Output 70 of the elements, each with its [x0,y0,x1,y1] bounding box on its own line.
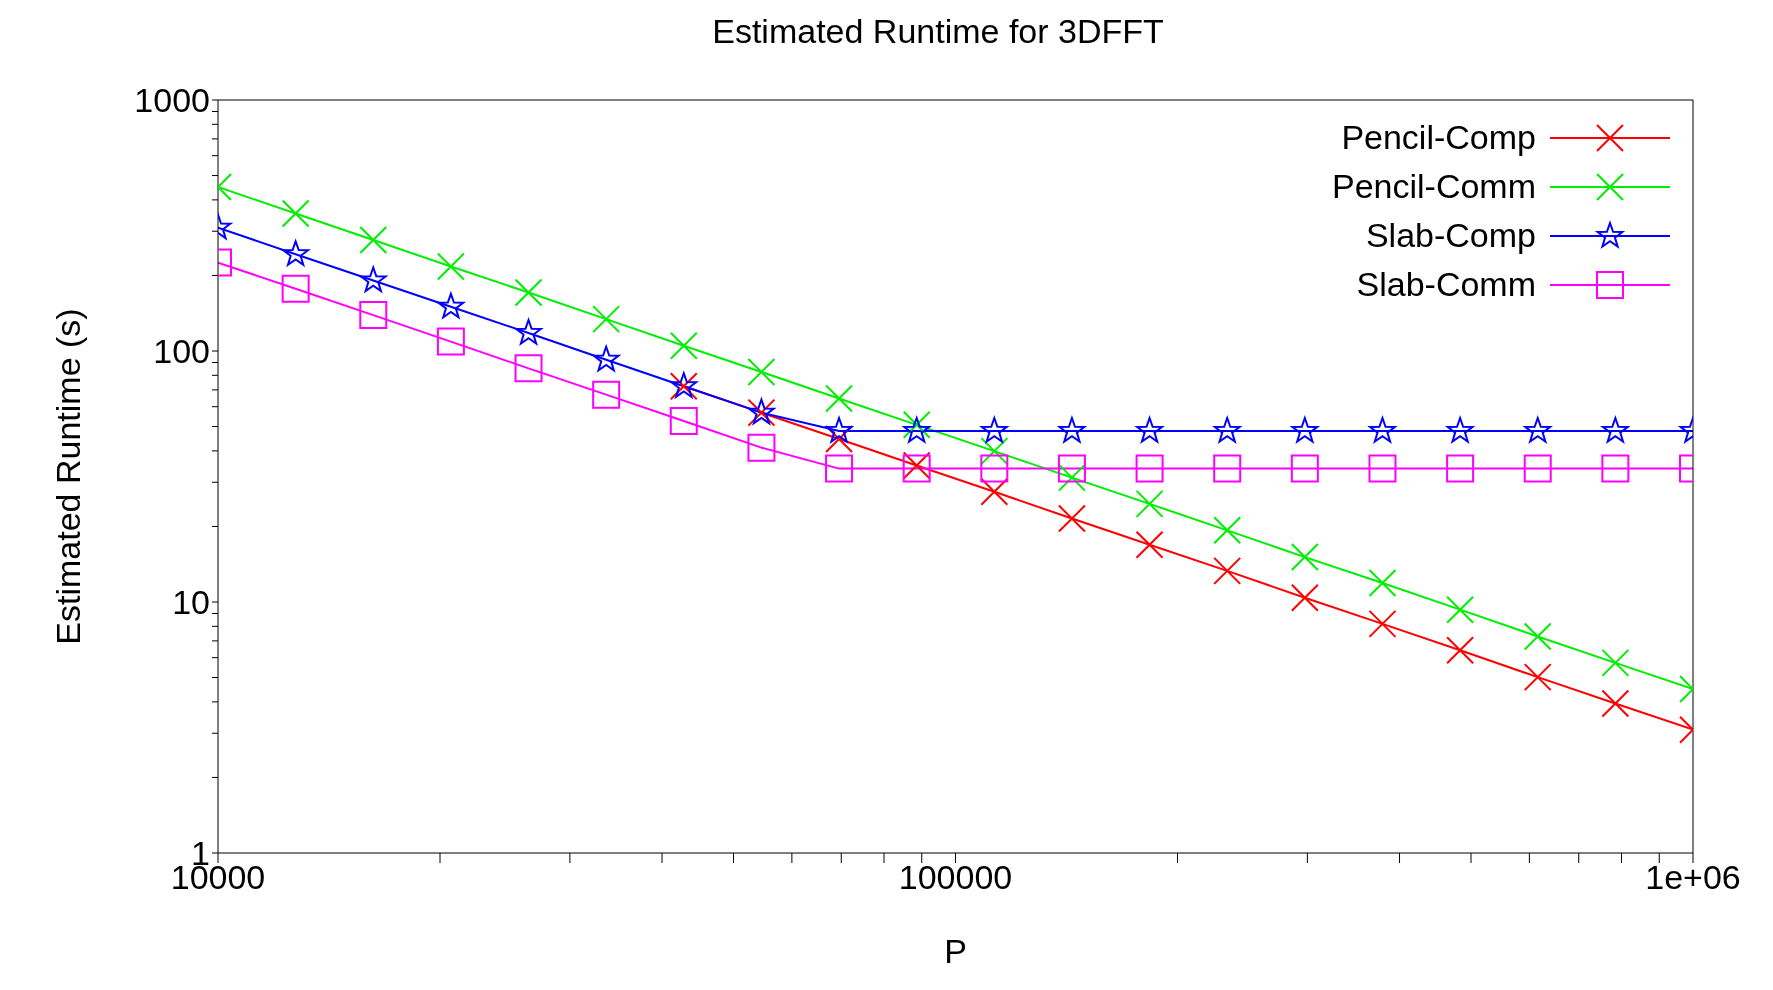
point [747,357,776,386]
legend-label: Pencil-Comm [1331,167,1536,206]
point [1601,648,1630,677]
x-tick-label: 1e+06 [1645,858,1741,897]
point [359,225,388,254]
point [825,425,854,454]
point [514,354,543,383]
y-axis-title: Estimated Runtime (s) [49,308,88,645]
point [1602,417,1629,443]
point [1290,583,1319,612]
point [902,410,931,439]
point [1135,489,1164,518]
point [437,292,465,319]
point [980,454,1009,483]
point [980,477,1009,506]
x-axis-title: P [944,932,967,970]
point [1524,417,1552,443]
point [514,278,543,307]
point [1135,454,1164,483]
x-tick-label: 100000 [898,858,1013,897]
point [436,252,465,281]
point [1136,417,1163,443]
point [359,301,388,330]
point [592,380,621,409]
point [980,437,1009,466]
point [1213,454,1242,483]
point [1368,609,1397,638]
point [281,274,310,303]
point [669,407,698,436]
y-tick-label: 100 [153,332,210,371]
point [1523,454,1552,483]
point [1446,636,1475,665]
point [1523,663,1552,692]
point [281,199,310,228]
legend-label: Slab-Comp [1365,216,1536,255]
point [1368,569,1397,598]
point [1213,417,1241,443]
point [903,417,931,443]
legend-label: Pencil-Comp [1341,118,1536,157]
point [1213,556,1242,585]
chart-title: Estimated Runtime for 3DFFT [711,12,1165,51]
point [1368,454,1397,483]
y-tick-label: 10 [172,583,210,622]
point [1135,530,1164,559]
y-tick-label: 1000 [134,81,210,120]
point [980,417,1008,443]
point [515,318,542,345]
point [747,433,776,462]
point [1057,463,1086,492]
point [359,266,387,292]
point [1446,454,1475,483]
point [669,331,698,360]
point [825,384,854,413]
point [1291,417,1319,443]
point [1601,454,1630,483]
point [1213,516,1242,545]
point [1369,417,1396,443]
point [592,345,620,372]
legend-label: Slab-Comm [1356,265,1536,304]
point [436,327,465,356]
point [1057,454,1086,483]
point [282,240,309,266]
point [1290,543,1319,572]
point [1523,622,1552,651]
point [825,454,854,483]
point [592,305,621,334]
point [1601,689,1630,718]
point [1290,454,1319,483]
point [1446,595,1475,624]
point [1057,504,1086,533]
